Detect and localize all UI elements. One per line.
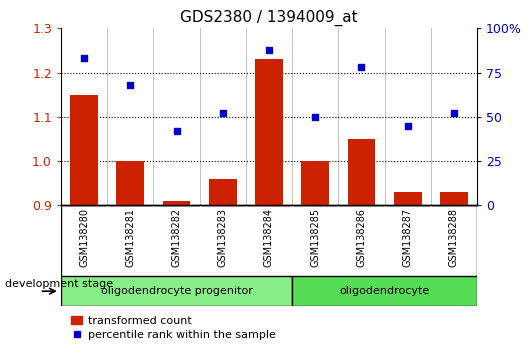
Legend: transformed count, percentile rank within the sample: transformed count, percentile rank withi… [66,312,280,344]
Point [126,82,135,88]
Text: oligodendrocyte: oligodendrocyte [339,286,430,296]
Bar [163,201,190,205]
Point [357,64,366,70]
Text: GSM138281: GSM138281 [125,208,135,267]
Bar [70,95,98,205]
Text: GSM138285: GSM138285 [310,208,320,267]
Bar [255,59,283,205]
Text: GSM138288: GSM138288 [449,208,459,267]
Bar [440,192,468,205]
Text: GSM138283: GSM138283 [218,208,228,267]
Bar [292,276,477,306]
Text: GSM138282: GSM138282 [172,208,181,267]
Text: GSM138284: GSM138284 [264,208,274,267]
Point [403,123,412,129]
Bar [117,161,144,205]
Bar [61,276,292,306]
Text: GSM138287: GSM138287 [403,208,413,267]
Title: GDS2380 / 1394009_at: GDS2380 / 1394009_at [180,9,358,25]
Point [218,110,227,116]
Point [449,110,458,116]
Point [80,56,89,61]
Point [172,128,181,134]
Bar [209,179,236,205]
Text: GSM138286: GSM138286 [357,208,366,267]
Bar [394,192,421,205]
Point [265,47,273,52]
Text: oligodendrocyte progenitor: oligodendrocyte progenitor [101,286,252,296]
Bar [302,161,329,205]
Point [311,114,320,120]
Text: development stage: development stage [5,279,113,289]
Bar [348,139,375,205]
Text: GSM138280: GSM138280 [79,208,89,267]
